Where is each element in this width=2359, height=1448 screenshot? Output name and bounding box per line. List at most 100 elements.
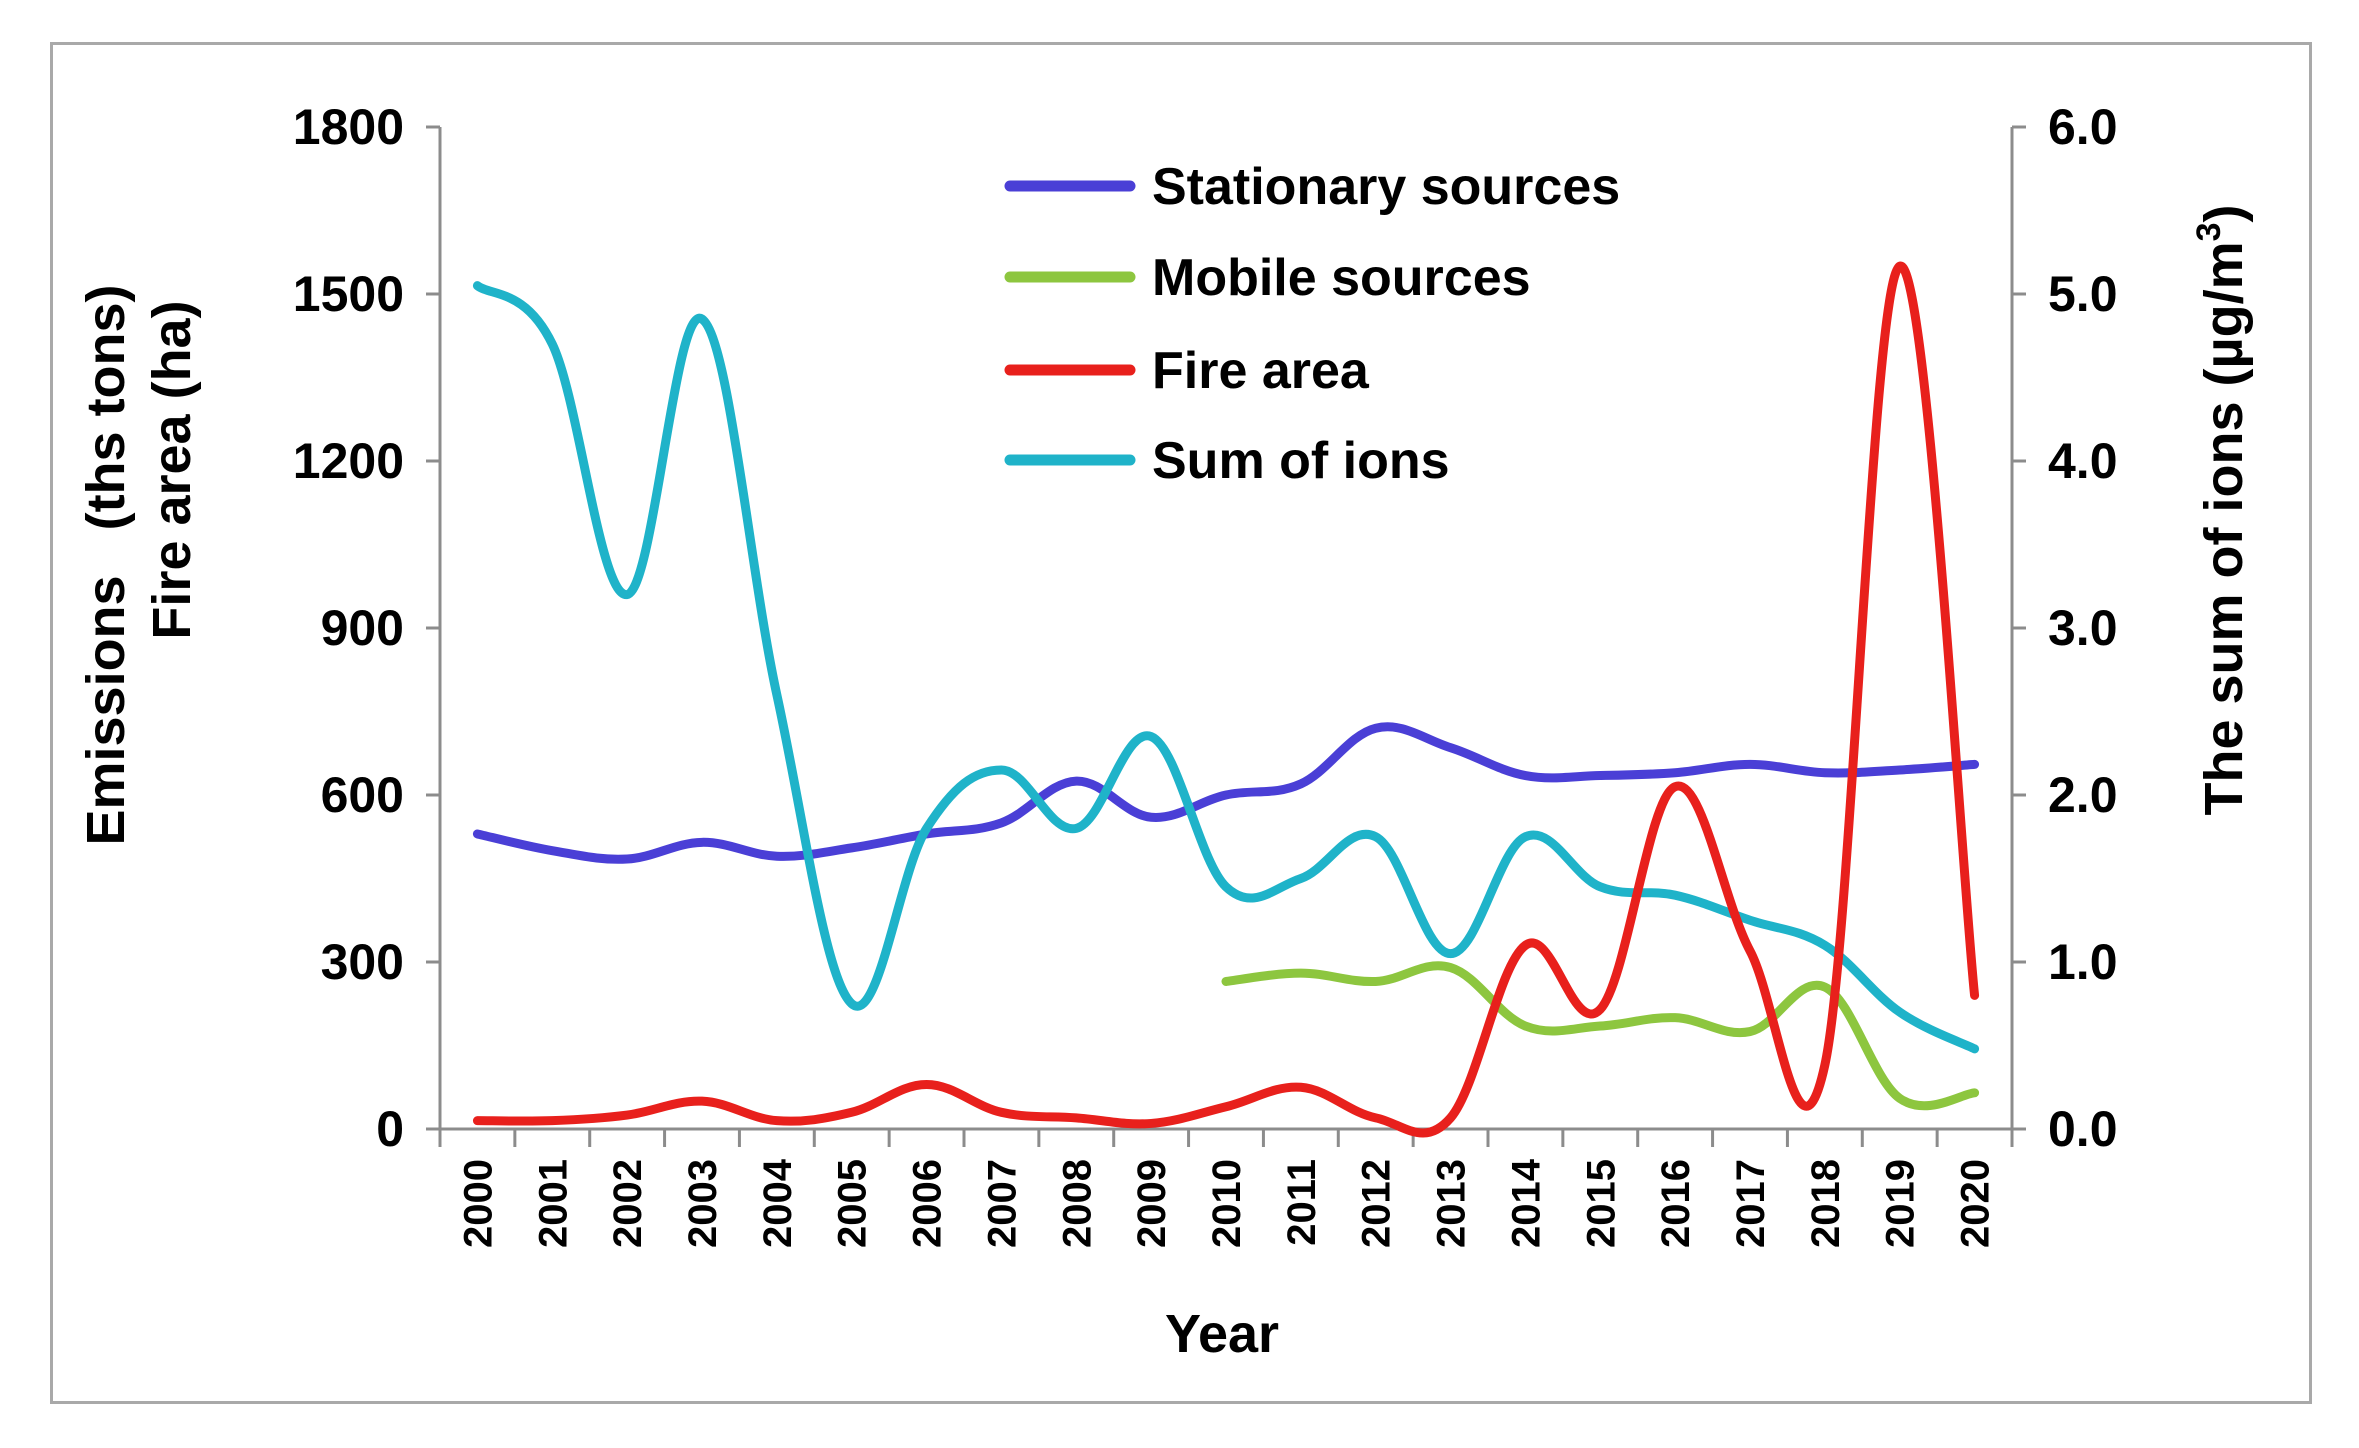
data-point-fire-area bbox=[1150, 1122, 1153, 1125]
right-axis-title-text: The sum of ions (µg/m bbox=[2194, 241, 2254, 815]
data-point-sum-of-ions bbox=[775, 693, 778, 696]
series-line-mobile-sources bbox=[1221, 961, 1980, 1111]
data-point-sum-of-ions bbox=[1973, 1047, 1976, 1050]
data-point-sum-of-ions bbox=[476, 284, 479, 287]
data-point-stationary-sources bbox=[1150, 816, 1153, 819]
series-line-fire-area bbox=[472, 261, 1980, 1138]
right-tick-label: 3.0 bbox=[2048, 600, 2118, 656]
legend-item-stationary-sources: Stationary sources bbox=[1004, 158, 1620, 216]
data-point-stationary-sources bbox=[1898, 768, 1901, 771]
left-tick-label: 900 bbox=[321, 600, 404, 656]
x-tick-label: 2007 bbox=[980, 1159, 1024, 1248]
x-tick-label: 2018 bbox=[1804, 1159, 1848, 1248]
data-point-stationary-sources bbox=[850, 846, 853, 849]
data-point-stationary-sources bbox=[701, 841, 703, 844]
x-tick-label: 2009 bbox=[1130, 1159, 1174, 1248]
data-point-mobile-sources bbox=[1374, 980, 1377, 983]
data-point-fire-area bbox=[1299, 1086, 1302, 1089]
data-point-mobile-sources bbox=[1674, 1016, 1677, 1019]
data-point-fire-area bbox=[1374, 1116, 1377, 1119]
data-point-sum-of-ions bbox=[1898, 1011, 1901, 1014]
data-point-stationary-sources bbox=[775, 855, 778, 858]
axes: 0 300 600 900 1200 1500 1800 0.0 1.0 2.0 3.0 4.0 5.0… bbox=[293, 99, 2118, 1248]
left-tick-label: 1200 bbox=[293, 433, 404, 489]
data-point-stationary-sources bbox=[1374, 727, 1377, 730]
data-point-sum-of-ions bbox=[551, 343, 554, 346]
data-point-stationary-sources bbox=[1449, 746, 1452, 749]
right-tick-label: 5.0 bbox=[2048, 266, 2118, 322]
data-point-sum-of-ions bbox=[701, 318, 703, 321]
right-axis-title-sup: 3 bbox=[2190, 222, 2228, 241]
data-point-sum-of-ions bbox=[1150, 735, 1153, 738]
legend-label: Sum of ions bbox=[1152, 432, 1450, 490]
data-point-stationary-sources bbox=[1749, 763, 1751, 766]
x-tick-label: 2004 bbox=[756, 1158, 800, 1248]
data-point-stationary-sources bbox=[1075, 780, 1078, 783]
left-tick-label: 600 bbox=[321, 767, 404, 823]
x-tick-label: 2011 bbox=[1280, 1159, 1324, 1246]
data-point-fire-area bbox=[1749, 949, 1751, 952]
data-point-mobile-sources bbox=[1299, 972, 1302, 975]
x-tick-label: 2008 bbox=[1055, 1159, 1099, 1248]
right-tick-label: 0.0 bbox=[2048, 1101, 2118, 1157]
data-point-fire-area bbox=[1973, 994, 1976, 997]
data-point-mobile-sources bbox=[1524, 1025, 1527, 1028]
data-point-sum-of-ions bbox=[1599, 885, 1602, 888]
data-point-sum-of-ions bbox=[925, 827, 928, 830]
series-line-stationary-sources bbox=[472, 722, 1980, 864]
data-point-mobile-sources bbox=[1749, 1030, 1751, 1033]
data-point-sum-of-ions bbox=[850, 1002, 853, 1005]
series-layer bbox=[472, 261, 1980, 1138]
legend-label: Stationary sources bbox=[1152, 158, 1620, 216]
legend-label: Fire area bbox=[1152, 342, 1370, 400]
right-tick-label: 4.0 bbox=[2048, 433, 2118, 489]
x-tick-label: 2005 bbox=[831, 1159, 875, 1248]
data-point-sum-of-ions bbox=[1449, 952, 1452, 955]
left-axis-title-line2: Fire area (ha) bbox=[142, 300, 202, 639]
x-tick-label: 2010 bbox=[1205, 1159, 1249, 1248]
data-point-stationary-sources bbox=[626, 858, 629, 861]
right-tick-label: 6.0 bbox=[2048, 99, 2118, 155]
data-point-fire-area bbox=[1449, 1116, 1452, 1119]
right-axis-title-close: ) bbox=[2194, 204, 2254, 222]
data-point-sum-of-ions bbox=[626, 593, 629, 596]
data-point-stationary-sources bbox=[1973, 763, 1976, 766]
right-tick-label: 1.0 bbox=[2048, 934, 2118, 990]
data-point-stationary-sources bbox=[476, 832, 479, 835]
left-axis-title-line1: Emissions (ths tons) bbox=[76, 284, 136, 845]
data-point-sum-of-ions bbox=[1749, 919, 1751, 922]
legend-label: Mobile sources bbox=[1152, 249, 1531, 307]
x-tick-label: 2015 bbox=[1579, 1159, 1623, 1248]
data-point-fire-area bbox=[1225, 1105, 1227, 1108]
data-point-fire-area bbox=[1898, 265, 1901, 268]
data-point-fire-area bbox=[1000, 1111, 1003, 1114]
data-point-sum-of-ions bbox=[1299, 877, 1302, 880]
data-point-fire-area bbox=[850, 1111, 853, 1114]
right-axis-title: The sum of ions (µg/m3) bbox=[2190, 204, 2254, 815]
data-point-mobile-sources bbox=[1973, 1091, 1976, 1094]
data-point-fire-area bbox=[1075, 1116, 1078, 1119]
data-point-sum-of-ions bbox=[1823, 944, 1826, 947]
x-tick-label: 2002 bbox=[606, 1159, 650, 1248]
data-point-fire-area bbox=[925, 1083, 928, 1086]
legend-item-mobile-sources: Mobile sources bbox=[1004, 249, 1531, 307]
x-tick-label: 2006 bbox=[906, 1159, 950, 1248]
left-tick-label: 0 bbox=[376, 1101, 404, 1157]
chart-frame bbox=[50, 42, 2312, 1404]
data-point-fire-area bbox=[551, 1119, 554, 1122]
data-point-fire-area bbox=[626, 1114, 629, 1117]
x-tick-label: 2000 bbox=[456, 1159, 500, 1248]
legend-item-fire-area: Fire area bbox=[1004, 342, 1370, 400]
data-point-fire-area bbox=[701, 1100, 703, 1103]
x-tick-label: 2013 bbox=[1430, 1159, 1474, 1248]
data-point-mobile-sources bbox=[1898, 1097, 1901, 1100]
data-point-mobile-sources bbox=[1449, 966, 1452, 969]
data-point-sum-of-ions bbox=[1075, 827, 1078, 830]
data-point-sum-of-ions bbox=[1000, 768, 1003, 771]
data-point-stationary-sources bbox=[1674, 771, 1677, 774]
data-point-stationary-sources bbox=[1599, 774, 1602, 777]
data-point-stationary-sources bbox=[1000, 821, 1003, 824]
data-point-fire-area bbox=[1524, 944, 1527, 947]
data-point-fire-area bbox=[775, 1119, 778, 1122]
left-tick-label: 1800 bbox=[293, 99, 404, 155]
